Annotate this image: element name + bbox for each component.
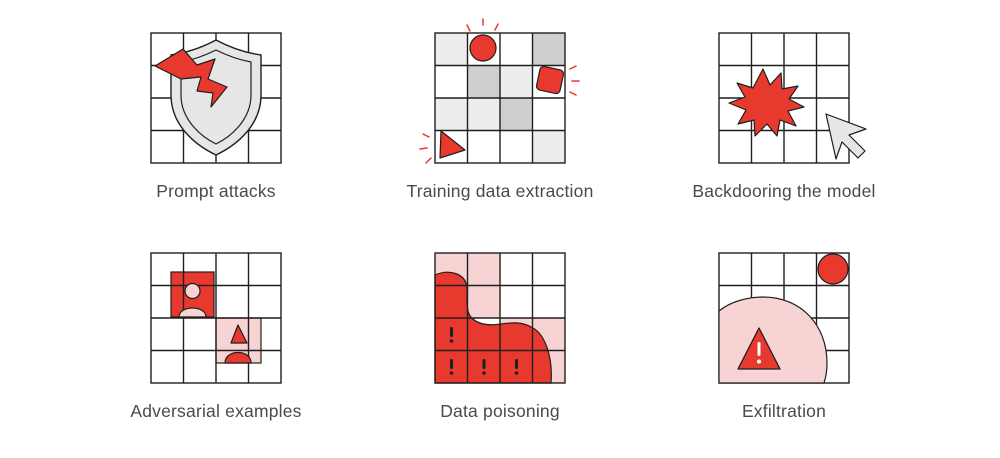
- triangle-icon: [439, 130, 466, 159]
- caption-data-poisoning: Data poisoning: [440, 401, 560, 421]
- caption-exfiltration: Exfiltration: [741, 401, 827, 421]
- person-icon: [178, 282, 207, 318]
- lightning-icon: [154, 48, 228, 108]
- exclamation-icon: [449, 327, 519, 375]
- shape-person-icon: [224, 324, 252, 364]
- caption-prompt-attacks: Prompt attacks: [156, 181, 276, 201]
- rounded-square-icon: [535, 65, 565, 95]
- tile-data-poisoning: [434, 252, 566, 384]
- tile-backdooring-the-model: [718, 32, 867, 164]
- caption-backdooring-the-model: Backdooring the model: [692, 181, 876, 201]
- tile-exfiltration: [718, 252, 850, 384]
- caption-adversarial-examples: Adversarial examples: [130, 401, 302, 421]
- circle-icon: [469, 34, 497, 62]
- circle-icon: [817, 253, 849, 285]
- warning-triangle-icon: [737, 327, 781, 370]
- tile-training-data-extraction: [419, 18, 580, 164]
- tile-adversarial-examples: [150, 252, 282, 384]
- cursor-arrow-icon: [825, 113, 867, 160]
- starburst-icon: [728, 68, 805, 137]
- tile-prompt-attacks: [150, 32, 282, 164]
- caption-training-data-extraction: Training data extraction: [406, 181, 594, 201]
